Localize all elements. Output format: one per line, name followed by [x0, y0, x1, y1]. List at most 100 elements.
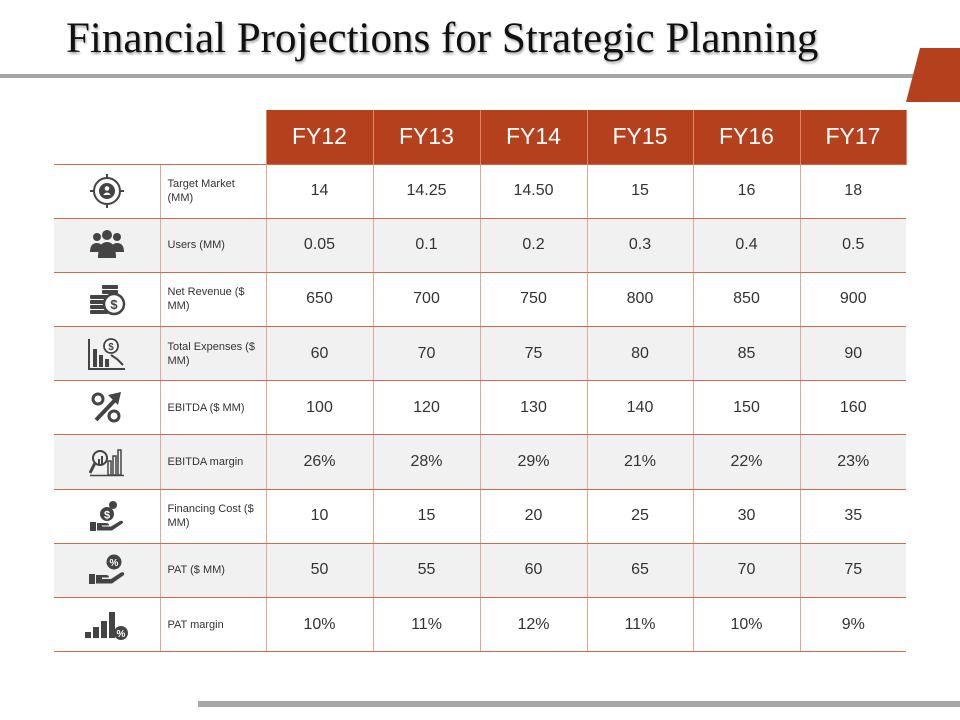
table-cell: 70: [692, 543, 800, 599]
table-cell: 28%: [372, 434, 480, 490]
table-cell: 9%: [799, 597, 906, 653]
table-cell: 10: [265, 489, 373, 544]
footer-divider: [198, 701, 960, 707]
year-header: FY13: [372, 110, 481, 164]
table-cell: 30: [692, 489, 800, 544]
table-cell: 900: [799, 272, 906, 328]
hand-money-icon: $: [89, 501, 123, 532]
table-cell: 150: [692, 380, 800, 436]
table-cell: 11%: [586, 597, 693, 653]
corner-accent-shape: [906, 48, 960, 102]
table-cell: 12%: [479, 597, 587, 653]
year-header: FY17: [799, 110, 907, 164]
table-cell: 750: [479, 272, 587, 328]
table-cell: 160: [799, 380, 906, 436]
table-cell: 75: [479, 326, 587, 382]
svg-text:%: %: [109, 558, 118, 569]
table-cell: 0.3: [586, 218, 693, 273]
table-row: % PAT margin 10% 11% 12% 11% 10% 9%: [54, 597, 906, 653]
table-cell: 15: [586, 163, 693, 219]
table-row: EBITDA ($ MM) 100 120 130 140 150 160: [54, 380, 906, 436]
title-divider: [0, 74, 960, 78]
table-row: EBITDA margin 26% 28% 29% 21% 22% 23%: [54, 434, 906, 490]
table-cell: 130: [479, 380, 587, 436]
table-cell: 60: [265, 326, 373, 382]
table-row: Users (MM) 0.05 0.1 0.2 0.3 0.4 0.5: [54, 218, 906, 273]
table-cell: 20: [479, 489, 587, 544]
table-cell: 100: [265, 380, 373, 436]
target-market-icon: [89, 174, 124, 209]
table-cell: 0.05: [265, 218, 373, 273]
header-blank-icon: [54, 110, 160, 164]
svg-text:$: $: [108, 342, 114, 353]
page-title: Financial Projections for Strategic Plan…: [66, 15, 819, 62]
table-cell: 70: [372, 326, 480, 382]
table-row: Target Market (MM) 14 14.25 14.50 15 16 …: [54, 163, 906, 219]
table-cell: 800: [586, 272, 693, 328]
table-cell: 25: [586, 489, 693, 544]
financial-projection-table: FY12 FY13 FY14 FY15 FY16 FY17: [54, 110, 907, 653]
table-cell: 29%: [479, 434, 587, 490]
expense-chart-icon: $: [87, 337, 125, 370]
table-cell: 700: [372, 272, 480, 328]
magnifier-bars-icon: [88, 449, 124, 477]
users-icon: [89, 230, 124, 259]
table-cell: 75: [799, 543, 906, 599]
year-header: FY16: [692, 110, 801, 164]
table-row: $ Financing Cost ($ MM) 10 15 20 25 30 3…: [54, 489, 906, 544]
table-cell: 0.5: [799, 218, 906, 273]
coins-dollar-icon: $: [89, 285, 125, 316]
table-cell: 16: [692, 163, 800, 219]
table-cell: 140: [586, 380, 693, 436]
table-cell: 0.2: [479, 218, 587, 273]
table-cell: 120: [372, 380, 480, 436]
row-label: Users (MM): [159, 218, 266, 273]
table-cell: 10%: [265, 597, 373, 653]
row-label: EBITDA margin: [159, 434, 266, 490]
table-cell: 15: [372, 489, 480, 544]
table-cell: 60: [479, 543, 587, 599]
table-cell: 26%: [265, 434, 373, 490]
table-cell: 35: [799, 489, 906, 544]
table-cell: 650: [265, 272, 373, 328]
row-label: PAT ($ MM): [159, 543, 266, 599]
table-cell: 23%: [799, 434, 906, 490]
row-label: Total Expenses ($ MM): [159, 326, 266, 382]
table-row: $ Net Revenue ($ MM) 650 700 750 800 850…: [54, 272, 906, 328]
table-cell: 80: [586, 326, 693, 382]
table-cell: 90: [799, 326, 906, 382]
row-label: Financing Cost ($ MM): [159, 489, 266, 544]
bars-percent-icon: %: [84, 611, 128, 640]
table-cell: 850: [692, 272, 800, 328]
svg-text:$: $: [110, 297, 118, 312]
table-cell: 55: [372, 543, 480, 599]
year-header: FY15: [586, 110, 694, 164]
row-label: Target Market (MM): [159, 163, 266, 219]
table-cell: 14: [265, 163, 373, 219]
table-cell: 65: [586, 543, 693, 599]
hand-percent-icon: %: [88, 554, 124, 585]
header-blank-label: [160, 110, 266, 164]
table-cell: 22%: [692, 434, 800, 490]
table-row: % PAT ($ MM) 50 55 60 65 70 75: [54, 543, 906, 599]
svg-text:$: $: [104, 510, 110, 522]
table-cell: 21%: [586, 434, 693, 490]
table-cell: 85: [692, 326, 800, 382]
table-cell: 18: [799, 163, 906, 219]
table-row: $ Total Expenses ($ MM) 60 70 75 80 85 9…: [54, 326, 906, 382]
row-label: PAT margin: [159, 597, 266, 653]
row-label: EBITDA ($ MM): [159, 380, 266, 436]
row-label: Net Revenue ($ MM): [159, 272, 266, 328]
table-cell: 14.25: [372, 163, 480, 219]
table-cell: 50: [265, 543, 373, 599]
table-cell: 14.50: [479, 163, 587, 219]
year-header-row: FY12 FY13 FY14 FY15 FY16 FY17: [54, 110, 907, 164]
year-header: FY14: [479, 110, 588, 164]
table-cell: 10%: [692, 597, 800, 653]
year-header: FY12: [265, 110, 374, 164]
table-cell: 11%: [372, 597, 480, 653]
percent-arrow-icon: [91, 391, 121, 423]
table-cell: 0.4: [692, 218, 800, 273]
table-cell: 0.1: [372, 218, 480, 273]
svg-text:%: %: [116, 629, 125, 640]
